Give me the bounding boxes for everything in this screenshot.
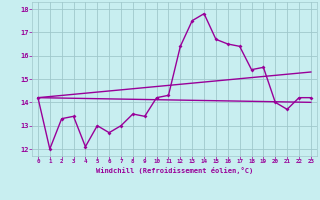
X-axis label: Windchill (Refroidissement éolien,°C): Windchill (Refroidissement éolien,°C) [96, 167, 253, 174]
